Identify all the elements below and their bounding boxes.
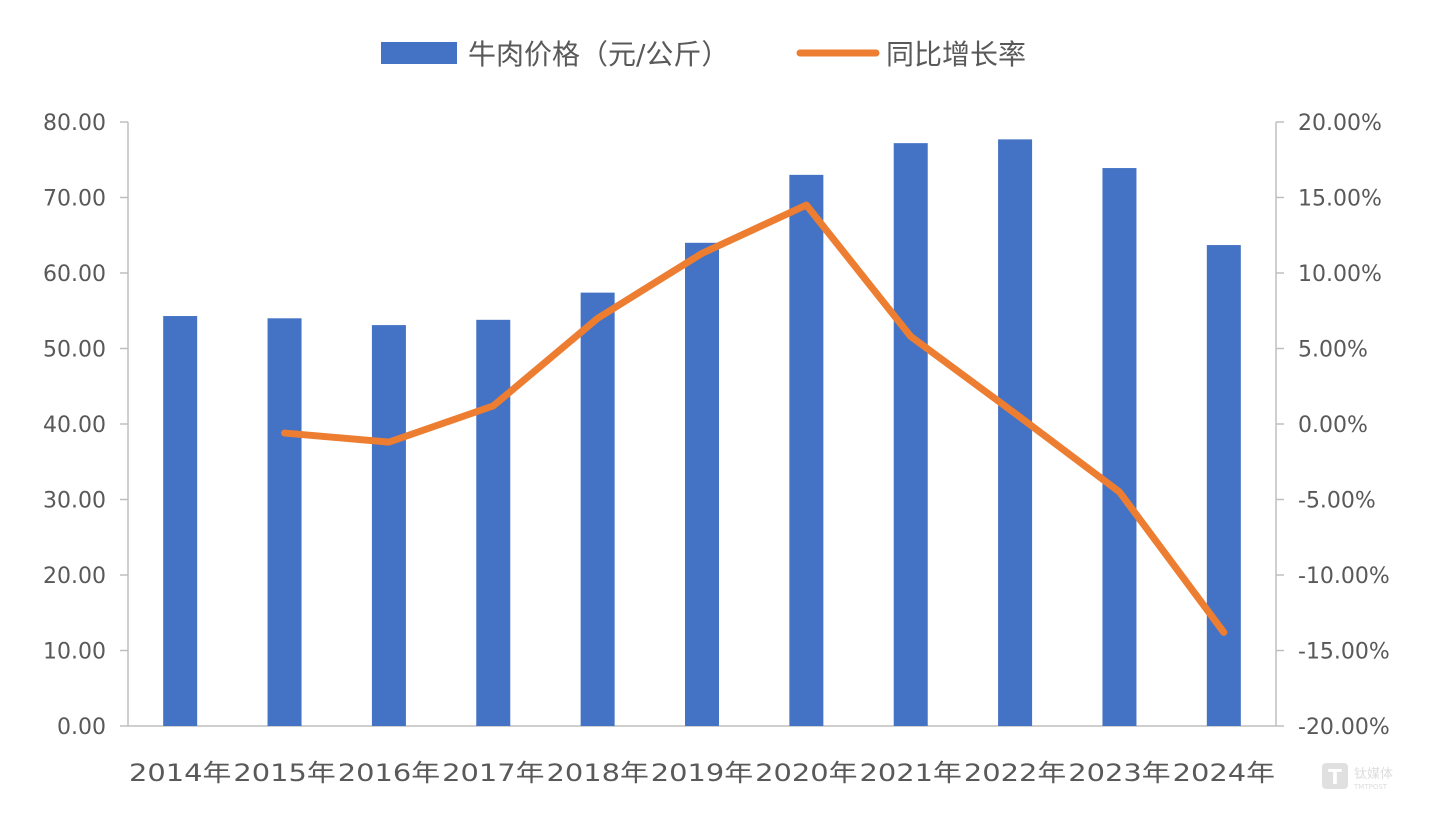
left-tick-label: 40.00 <box>43 413 106 438</box>
right-tick-label: -15.00% <box>1298 640 1390 665</box>
bar-2019年 <box>685 243 719 726</box>
bar-2020年 <box>789 175 823 726</box>
left-tick-label: 60.00 <box>43 262 106 287</box>
bar-2015年 <box>268 318 302 726</box>
x-tick-label: 2017年 <box>442 759 544 787</box>
right-tick-label: 10.00% <box>1298 262 1382 287</box>
legend-line-label: 同比增长率 <box>886 38 1026 71</box>
right-tick-label: 15.00% <box>1298 187 1382 212</box>
bar-2016年 <box>372 325 406 726</box>
right-tick-label: 0.00% <box>1298 413 1368 438</box>
x-tick-label: 2016年 <box>338 759 440 787</box>
x-tick-label: 2018年 <box>546 759 648 787</box>
bar-2017年 <box>476 320 510 726</box>
x-tick-label: 2024年 <box>1173 759 1275 787</box>
bar-2021年 <box>894 143 928 726</box>
bar-2022年 <box>998 139 1032 726</box>
left-tick-label: 20.00 <box>43 564 106 589</box>
x-tick-label: 2023年 <box>1068 759 1170 787</box>
x-tick-label: 2022年 <box>964 759 1066 787</box>
x-tick-label: 2019年 <box>651 759 753 787</box>
x-tick-label: 2014年 <box>129 759 231 787</box>
bar-2023年 <box>1102 168 1136 726</box>
bar-2014年 <box>163 316 197 726</box>
right-tick-label: -20.00% <box>1298 715 1390 740</box>
left-tick-label: 0.00 <box>57 715 106 740</box>
left-tick-label: 50.00 <box>43 338 106 363</box>
right-tick-label: 20.00% <box>1298 111 1382 136</box>
x-tick-label: 2020年 <box>755 759 857 787</box>
x-tick-label: 2015年 <box>233 759 335 787</box>
legend-bar-label: 牛肉价格（元/公斤） <box>468 38 729 71</box>
growth-line <box>285 205 1224 632</box>
bar-2024年 <box>1207 245 1241 726</box>
svg-text:钛媒体: 钛媒体 <box>1354 767 1393 782</box>
right-tick-label: -5.00% <box>1298 489 1376 514</box>
right-tick-label: 5.00% <box>1298 338 1368 363</box>
bar-2018年 <box>581 293 615 726</box>
left-tick-label: 30.00 <box>43 489 106 514</box>
left-tick-label: 10.00 <box>43 640 106 665</box>
left-tick-label: 70.00 <box>43 187 106 212</box>
right-tick-label: -10.00% <box>1298 564 1390 589</box>
legend-bar-swatch <box>381 42 457 64</box>
left-tick-label: 80.00 <box>43 111 106 136</box>
svg-text:TMTPOST: TMTPOST <box>1353 783 1388 791</box>
x-tick-label: 2021年 <box>860 759 962 787</box>
svg-text:T: T <box>1328 765 1342 789</box>
